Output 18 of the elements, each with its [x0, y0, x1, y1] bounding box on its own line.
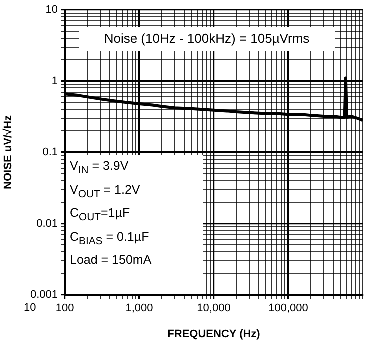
annotation: C$_{OUT}$=1µF [70, 205, 132, 226]
y-tick-label: 0.01 [36, 218, 58, 230]
annotation: V$_{IN}$ = 3.9V [70, 158, 130, 178]
y-axis-title: NOISE uV/√Hz [2, 115, 15, 190]
y-tick-label: 1 [52, 75, 58, 88]
x-tick-label: 10,000 [197, 302, 231, 315]
x-axis-title: FREQUENCY (Hz) [168, 328, 261, 340]
x-tick-label: 100,000 [268, 302, 308, 315]
annotation: V$_{OUT}$ = 1.2V [70, 182, 142, 202]
note-box: Noise (10Hz - 100kHz) = 105µVrms [79, 27, 335, 51]
y-tick-label: 0.1 [42, 146, 58, 159]
text: 10 [24, 302, 36, 315]
y-tick-label: 10 [46, 4, 58, 16]
y-tick-label: 0.001 [30, 289, 58, 302]
x-tick-label: 1,000 [126, 302, 154, 315]
x-tick-label: 100 [56, 302, 74, 315]
annotation: C$_{BIAS}$ = 0.1µF [70, 228, 150, 249]
annotation: Load = 150mA [70, 252, 153, 269]
